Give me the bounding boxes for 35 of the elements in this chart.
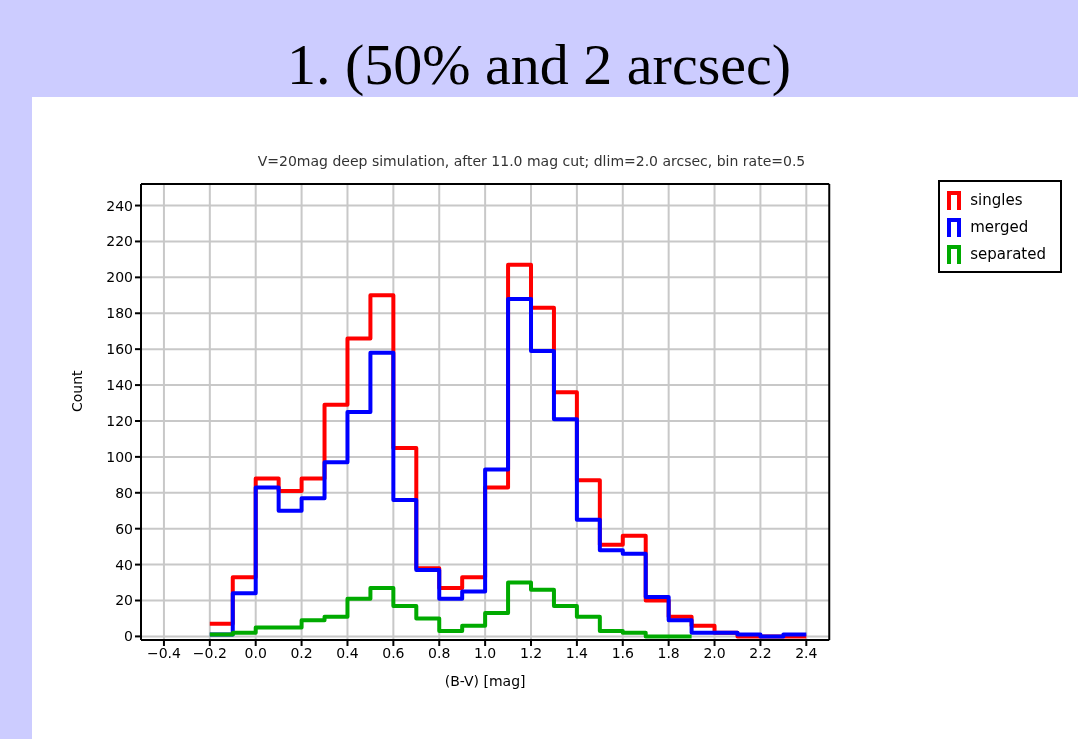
- x-tick-label: 0.4: [336, 644, 359, 661]
- y-tick-label: 80: [115, 484, 133, 501]
- x-tick-label: 1.2: [519, 644, 543, 661]
- x-tick-label: 1.4: [565, 644, 589, 661]
- legend-label: merged: [970, 217, 1029, 236]
- y-tick-label: 60: [115, 520, 133, 537]
- y-tick-label: 0: [124, 628, 133, 645]
- y-tick-label: 220: [106, 233, 133, 250]
- x-tick-label: 2.0: [703, 644, 726, 661]
- y-tick-label: 200: [106, 269, 133, 286]
- legend-label: singles: [970, 190, 1023, 209]
- y-tick-label: 100: [106, 448, 133, 465]
- x-tick-label: 0.6: [382, 644, 405, 661]
- x-tick-label: 1.0: [473, 644, 497, 661]
- x-tick-label: 2.4: [795, 644, 818, 661]
- x-tick-label: 0.0: [244, 644, 267, 661]
- y-tick-label: 120: [106, 412, 133, 429]
- y-tick-label: 140: [106, 377, 133, 394]
- y-tick-label: 40: [115, 556, 133, 573]
- y-axis-title: Count: [68, 369, 85, 412]
- legend-label: separated: [970, 244, 1046, 263]
- x-tick-label: 0.8: [428, 644, 451, 661]
- x-tick-label: 2.2: [749, 644, 772, 661]
- x-axis-title: (B-V) [mag]: [444, 673, 526, 689]
- chart-title: 1. (50% and 2 arcsec): [285, 31, 792, 99]
- x-tick-label: −0.2: [192, 644, 227, 661]
- x-tick-label: 1.6: [611, 644, 634, 661]
- chart-subtitle: V=20mag deep simulation, after 11.0 mag cut; dlim=2.0 arcsec, bin rate=0.5: [256, 153, 807, 169]
- y-tick-label: 160: [106, 341, 133, 358]
- y-tick-label: 20: [115, 592, 133, 609]
- x-tick-label: 0.2: [290, 644, 313, 661]
- x-tick-label: −0.4: [146, 644, 182, 661]
- y-tick-label: 240: [106, 197, 133, 214]
- y-tick-label: 180: [106, 305, 133, 322]
- x-tick-label: 1.8: [657, 644, 680, 661]
